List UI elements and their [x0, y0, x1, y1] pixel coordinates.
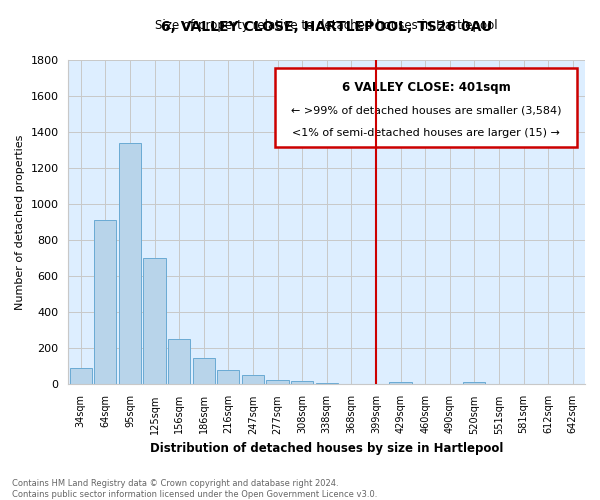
- Text: 6, VALLEY CLOSE, HARTLEPOOL, TS26 0AU: 6, VALLEY CLOSE, HARTLEPOOL, TS26 0AU: [161, 20, 493, 34]
- Bar: [463, 382, 485, 384]
- Text: Contains HM Land Registry data © Crown copyright and database right 2024.: Contains HM Land Registry data © Crown c…: [12, 478, 338, 488]
- Bar: [193, 358, 215, 384]
- FancyBboxPatch shape: [275, 68, 577, 148]
- X-axis label: Distribution of detached houses by size in Hartlepool: Distribution of detached houses by size …: [150, 442, 503, 455]
- Bar: [143, 258, 166, 384]
- Bar: [70, 368, 92, 384]
- Bar: [389, 382, 412, 384]
- Title: Size of property relative to detached houses in Hartlepool: Size of property relative to detached ho…: [155, 19, 498, 32]
- Bar: [291, 381, 313, 384]
- Bar: [119, 143, 141, 384]
- Bar: [242, 376, 264, 384]
- Bar: [217, 370, 239, 384]
- Text: ← >99% of detached houses are smaller (3,584): ← >99% of detached houses are smaller (3…: [291, 106, 562, 116]
- Bar: [266, 380, 289, 384]
- Text: 6 VALLEY CLOSE: 401sqm: 6 VALLEY CLOSE: 401sqm: [342, 81, 511, 94]
- Bar: [316, 382, 338, 384]
- Bar: [94, 220, 116, 384]
- Text: <1% of semi-detached houses are larger (15) →: <1% of semi-detached houses are larger (…: [292, 128, 560, 138]
- Text: Contains public sector information licensed under the Open Government Licence v3: Contains public sector information licen…: [12, 490, 377, 499]
- Y-axis label: Number of detached properties: Number of detached properties: [15, 134, 25, 310]
- Bar: [168, 340, 190, 384]
